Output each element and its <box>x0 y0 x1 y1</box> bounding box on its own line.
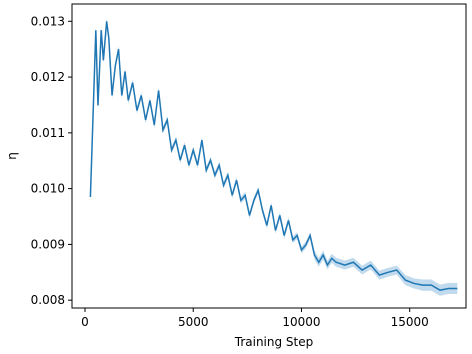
y-tick-label: 0.010 <box>31 182 65 196</box>
confidence-band <box>90 17 458 296</box>
line <box>89 21 458 291</box>
plot-frame <box>71 3 467 309</box>
y-tick-label: 0.012 <box>31 70 65 84</box>
x-axis-label: Training Step <box>234 335 314 349</box>
y-axis-label: η <box>5 152 19 160</box>
y-tick-label: 0.011 <box>31 126 65 140</box>
x-tick-label: 5000 <box>178 315 209 329</box>
y-tick-label: 0.008 <box>31 293 65 307</box>
y-tick-label: 0.009 <box>31 237 65 251</box>
x-tick-label: 0 <box>81 315 89 329</box>
x-tick-label: 10000 <box>282 315 320 329</box>
y-tick-label: 0.013 <box>31 14 65 28</box>
x-tick-label: 15000 <box>391 315 429 329</box>
